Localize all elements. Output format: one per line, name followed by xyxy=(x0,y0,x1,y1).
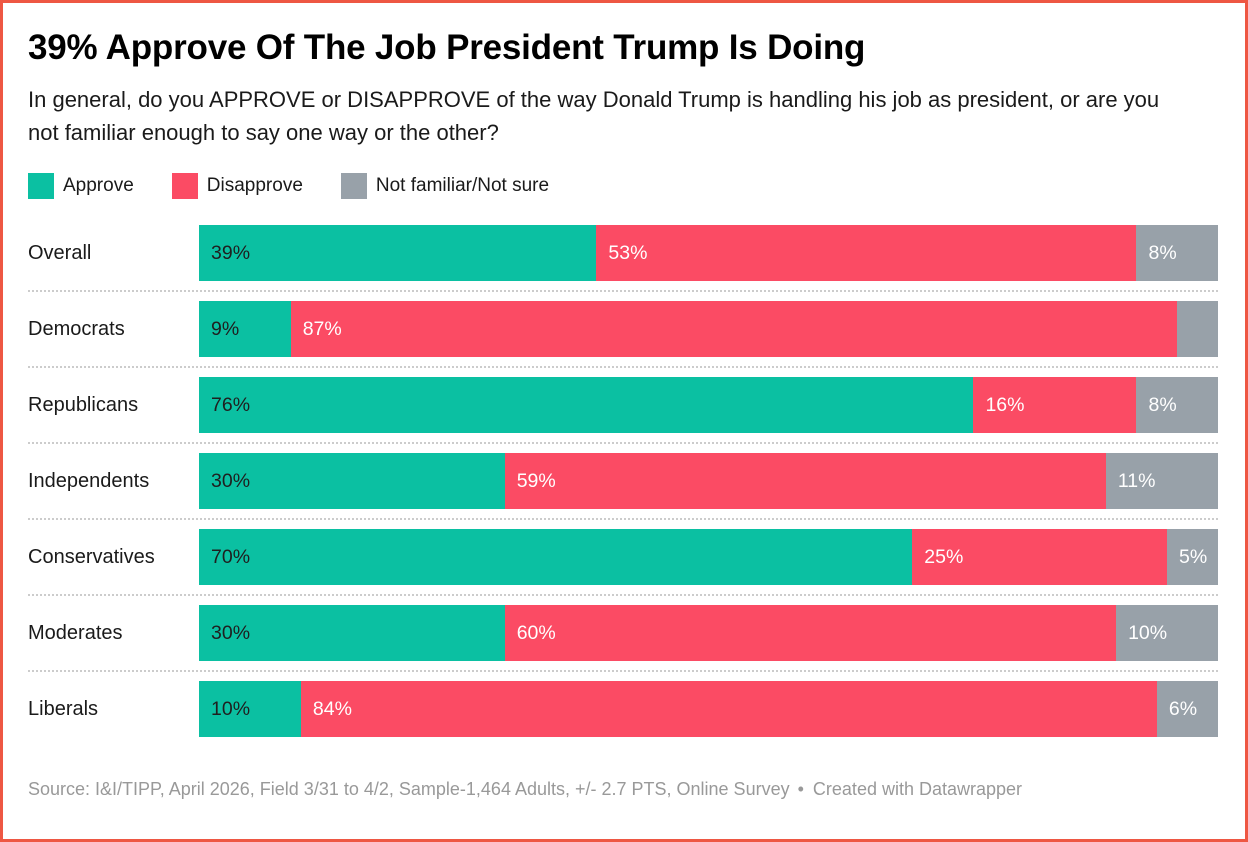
chart-row-moderates: Moderates 30% 60% 10% xyxy=(28,605,1218,661)
row-label-liberals: Liberals xyxy=(28,697,99,720)
row-label-overall: Overall xyxy=(28,241,92,264)
bar-value-label: 30% xyxy=(211,621,251,644)
bars-liberals: 10% 84% 6% xyxy=(199,681,1218,737)
bar-segment-not-familiar-not-sure: 8% xyxy=(1136,377,1218,433)
bar-value-label: 16% xyxy=(985,393,1025,416)
bar-segment-not-familiar-not-sure: 5% xyxy=(1167,529,1218,585)
bar-value-label: 8% xyxy=(1148,241,1177,264)
bars-moderates: 30% 60% 10% xyxy=(199,605,1218,661)
row-separator xyxy=(28,366,1218,368)
bar-segment-approve: 39% xyxy=(199,225,597,281)
bar-value-label: 76% xyxy=(211,393,251,416)
bars-conservatives: 70% 25% 5% xyxy=(199,529,1218,585)
source-text: Source: I&I/TIPP, April 2026, Field 3/31… xyxy=(28,779,790,799)
bar-segment-disapprove: 53% xyxy=(596,225,1137,281)
row-separator xyxy=(28,518,1218,520)
bars-overall: 39% 53% 8% xyxy=(199,225,1218,281)
bar-value-label: 87% xyxy=(302,317,342,340)
chart-row-liberals: Liberals 10% 84% 6% xyxy=(28,681,1218,737)
row-separator xyxy=(28,594,1218,596)
source-line: Source: I&I/TIPP, April 2026, Field 3/31… xyxy=(28,779,1218,800)
bar-value-label: 10% xyxy=(211,697,251,720)
row-separator xyxy=(28,670,1218,672)
bar-value-label: 53% xyxy=(608,241,648,264)
bar-value-label: 9% xyxy=(211,317,240,340)
legend-item-approve: Approve xyxy=(28,173,134,199)
bars-independents: 30% 59% 11% xyxy=(199,453,1218,509)
page-title: 39% Approve Of The Job President Trump I… xyxy=(28,28,866,67)
legend-label-disapprove: Disapprove xyxy=(206,175,303,196)
bar-segment-disapprove: 16% xyxy=(973,377,1137,433)
bar-segment-approve: 10% xyxy=(199,681,301,737)
bar-value-label: 5% xyxy=(1179,545,1208,568)
bar-chart: Overall 39% 53% 8% Democrats 9% 87% Republicans… xyxy=(28,225,1218,737)
chart-card: 39% Approve Of The Job President Trump I… xyxy=(3,3,1245,800)
bar-value-label: 25% xyxy=(924,545,964,568)
chart-row-republicans: Republicans 76% 16% 8% xyxy=(28,377,1218,433)
bar-segment-not-familiar-not-sure: 6% xyxy=(1156,681,1218,737)
legend-swatch-disapprove xyxy=(171,173,198,199)
legend: Approve Disapprove Not familiar/Not sure xyxy=(28,173,1218,199)
legend-swatch-approve xyxy=(28,173,54,199)
bar-value-label: 84% xyxy=(312,697,352,720)
bar-value-label: 10% xyxy=(1128,621,1168,644)
bar-value-label: 59% xyxy=(516,469,556,492)
bar-segment-approve: 76% xyxy=(199,377,974,433)
row-label-republicans: Republicans xyxy=(28,393,139,416)
legend-swatch-not-familiar-not-sure xyxy=(340,173,367,199)
row-separator xyxy=(28,442,1218,444)
bar-segment-disapprove: 60% xyxy=(504,605,1117,661)
row-label-conservatives: Conservatives xyxy=(28,545,155,568)
bar-value-label: 30% xyxy=(211,469,251,492)
bar-segment-disapprove: 25% xyxy=(912,529,1168,585)
bar-segment-not-familiar-not-sure: 8% xyxy=(1136,225,1218,281)
chart-subtitle: In general, do you APPROVE or DISAPPROVE… xyxy=(28,87,1160,145)
row-label-democrats: Democrats xyxy=(28,317,125,340)
bar-segment-disapprove: 59% xyxy=(504,453,1106,509)
bar-segment-disapprove: 84% xyxy=(300,681,1157,737)
bar-value-label: 11% xyxy=(1117,469,1156,492)
bars-democrats: 9% 87% xyxy=(199,301,1218,357)
bars-republicans: 76% 16% 8% xyxy=(199,377,1218,433)
chart-row-independents: Independents 30% 59% 11% xyxy=(28,453,1218,509)
bar-segment-not-familiar-not-sure: 11% xyxy=(1105,453,1218,509)
bar-segment-approve: 30% xyxy=(199,605,505,661)
legend-item-disapprove: Disapprove xyxy=(171,173,303,199)
bar-segment-approve: 9% xyxy=(199,301,291,357)
bar-segment-disapprove: 87% xyxy=(290,301,1178,357)
footer-separator: • xyxy=(797,779,804,799)
bar-value-label: 70% xyxy=(211,545,251,568)
row-separator xyxy=(28,290,1218,292)
legend-item-not-familiar-not-sure: Not familiar/Not sure xyxy=(340,173,550,199)
chart-row-overall: Overall 39% 53% 8% xyxy=(28,225,1218,281)
chart-row-conservatives: Conservatives 70% 25% 5% xyxy=(28,529,1218,585)
bar-segment-not-familiar-not-sure xyxy=(1177,301,1218,357)
bar-value-label: 8% xyxy=(1148,393,1177,416)
bar-segment-approve: 30% xyxy=(199,453,505,509)
bar-value-label: 6% xyxy=(1168,697,1198,720)
legend-label-not-familiar-not-sure: Not familiar/Not sure xyxy=(375,175,550,196)
bar-value-label: 39% xyxy=(211,241,251,264)
bar-value-label: 60% xyxy=(516,621,556,644)
bar-segment-not-familiar-not-sure: 10% xyxy=(1116,605,1218,661)
row-label-moderates: Moderates xyxy=(28,621,123,644)
row-label-independents: Independents xyxy=(28,469,150,492)
bar-segment-approve: 70% xyxy=(199,529,913,585)
datawrapper-credit-link[interactable]: Created with Datawrapper xyxy=(812,779,1023,799)
legend-label-approve: Approve xyxy=(63,175,134,196)
chart-row-democrats: Democrats 9% 87% xyxy=(28,301,1218,357)
